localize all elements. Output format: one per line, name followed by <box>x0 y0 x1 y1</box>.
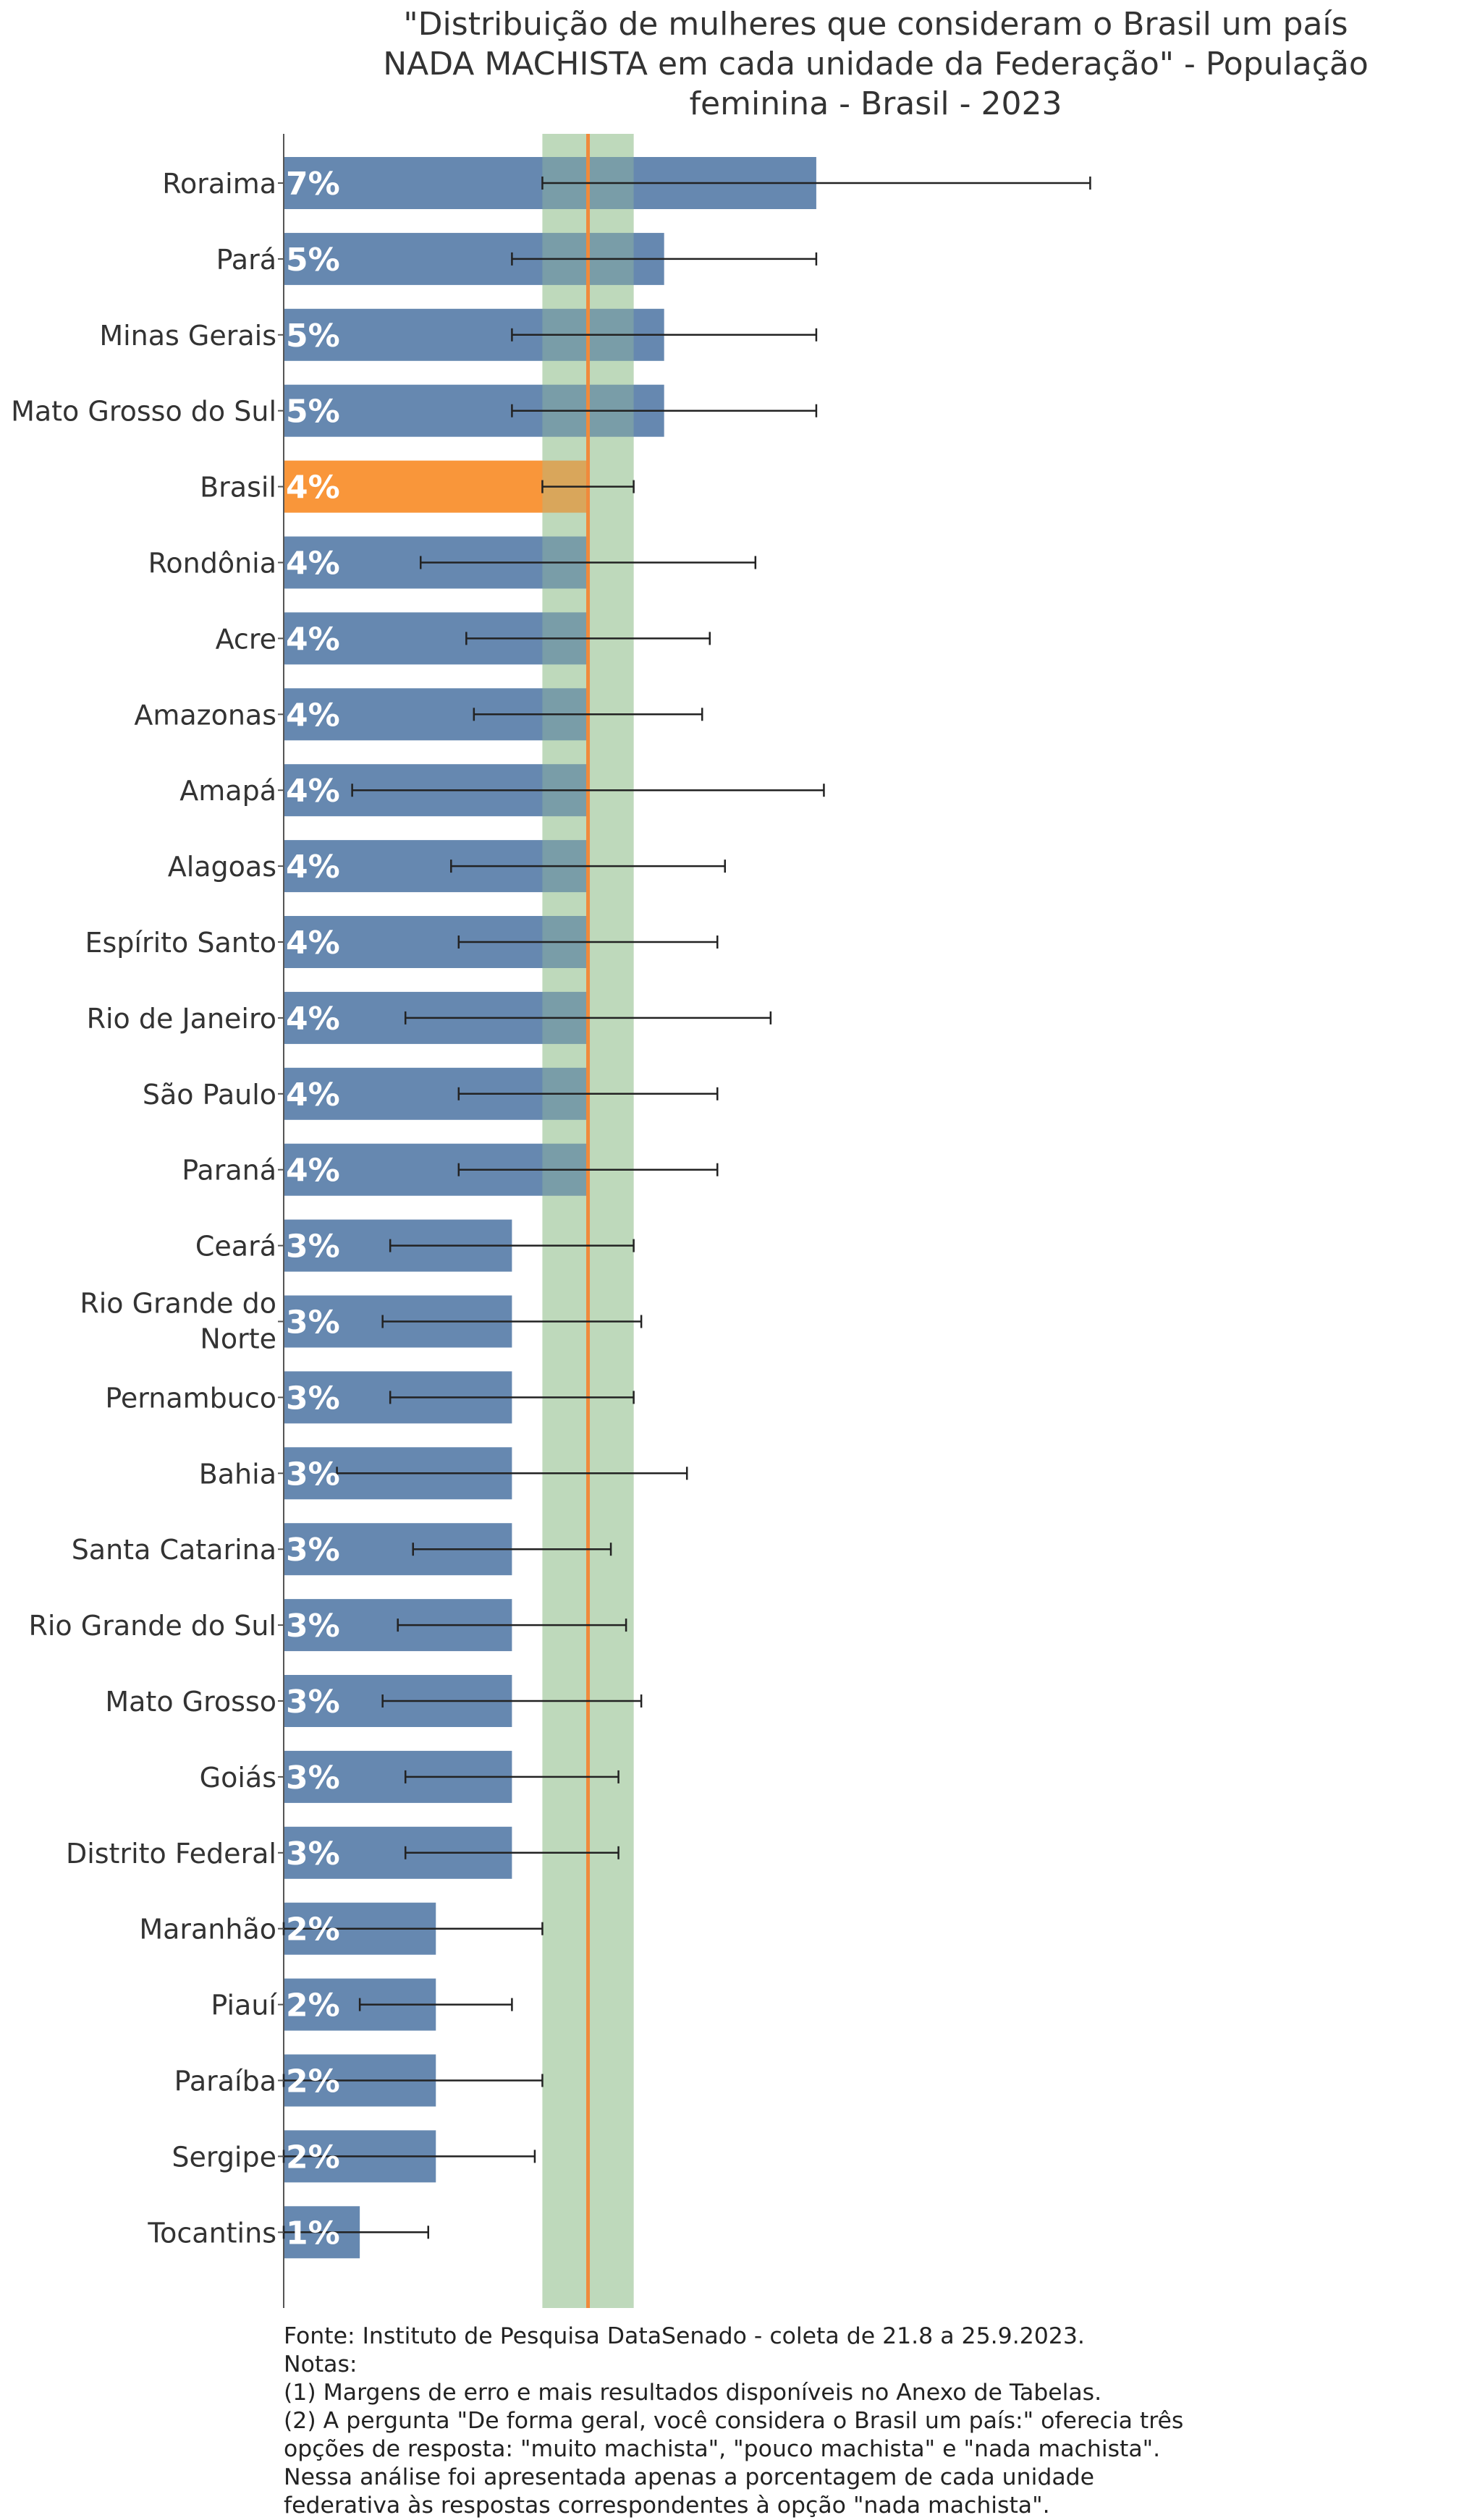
note-2-line-3: Nessa análise foi apresentada apenas a p… <box>284 2464 1095 2490</box>
value-label: 3% <box>286 1760 340 1796</box>
value-label: 1% <box>286 2215 340 2252</box>
category-label: Santa Catarina <box>72 1534 276 1566</box>
category-label: Espírito Santo <box>85 927 276 959</box>
category-label: Mato Grosso <box>105 1686 276 1718</box>
category-label: Rondônia <box>148 548 276 580</box>
chart-footer: Fonte: Instituto de Pesquisa DataSenado … <box>284 2322 1442 2520</box>
value-label: 3% <box>286 1836 340 1872</box>
category-label: Rio de Janeiro <box>87 1003 276 1035</box>
category-label: Brasil <box>200 472 276 504</box>
category-label: Ceará <box>195 1231 276 1263</box>
category-label: Roraima <box>162 168 276 200</box>
category-label: Rio Grande do Sul <box>28 1610 276 1642</box>
value-label: 5% <box>286 242 340 279</box>
category-label: Maranhão <box>139 1914 276 1946</box>
category-label: Rio Grande do Norte <box>80 1288 276 1355</box>
value-label: 4% <box>286 925 340 962</box>
value-label: 3% <box>286 1304 340 1341</box>
value-label: 2% <box>286 2063 340 2100</box>
value-label: 4% <box>286 621 340 658</box>
bar <box>284 460 588 513</box>
value-label: 4% <box>286 1077 340 1113</box>
category-label: Mato Grosso do Sul <box>11 396 276 428</box>
value-label: 3% <box>286 1456 340 1493</box>
value-label: 4% <box>286 546 340 582</box>
chart-title-line-2: NADA MACHISTA em cada unidade da Federaç… <box>383 46 1369 82</box>
category-label: Paraíba <box>174 2066 276 2097</box>
source-note: Fonte: Instituto de Pesquisa DataSenado … <box>284 2323 1085 2349</box>
category-label: Minas Gerais <box>99 320 276 352</box>
category-label: Goiás <box>200 1762 276 1794</box>
category-label-line: Rio Grande do <box>80 1288 276 1320</box>
note-2-line-2: opções de resposta: "muito machista", "p… <box>284 2436 1161 2462</box>
value-label: 4% <box>286 849 340 886</box>
chart-title: "Distribuição de mulheres que consideram… <box>311 4 1440 124</box>
category-label: Paraná <box>182 1155 276 1187</box>
value-label: 3% <box>286 1229 340 1265</box>
category-label: Amazonas <box>134 699 276 731</box>
value-label: 7% <box>286 166 340 203</box>
value-label: 4% <box>286 697 340 734</box>
category-label: São Paulo <box>143 1079 276 1111</box>
category-label: Alagoas <box>168 851 276 883</box>
notes-label: Notas: <box>284 2351 358 2377</box>
value-label: 3% <box>286 1532 340 1569</box>
value-label: 3% <box>286 1608 340 1645</box>
category-label: Tocantins <box>147 2217 276 2249</box>
category-label: Amapá <box>179 775 276 807</box>
value-label: 5% <box>286 394 340 430</box>
category-label: Sergipe <box>172 2141 276 2173</box>
value-label: 4% <box>286 470 340 506</box>
chart-title-line-1: "Distribuição de mulheres que consideram… <box>403 6 1348 43</box>
value-label: 4% <box>286 773 340 810</box>
value-label: 4% <box>286 1153 340 1189</box>
category-label: Pará <box>216 244 276 276</box>
value-label: 2% <box>286 1912 340 1948</box>
bar-chart: 7% 5% 5% 5% 4% 4% 4% 4% 4% 4% 4% 4% 4% 4% 3% 3% 3% 3% 3% 3%… <box>11 134 1091 2308</box>
note-1: (1) Margens de erro e mais resultados di… <box>284 2380 1102 2406</box>
category-label-line: Norte <box>200 1323 276 1355</box>
value-label: 3% <box>286 1684 340 1721</box>
chart-title-line-3: feminina - Brasil - 2023 <box>689 85 1062 122</box>
category-label: Distrito Federal <box>66 1838 276 1870</box>
category-label: Acre <box>216 623 276 655</box>
category-label: Bahia <box>199 1458 276 1490</box>
value-label: 4% <box>286 1001 340 1038</box>
category-label: Piauí <box>211 1990 277 2021</box>
value-label: 3% <box>286 1380 340 1417</box>
note-2-line-4: federativa às respostas correspondentes … <box>284 2493 1050 2519</box>
value-label: 2% <box>286 2139 340 2176</box>
value-label: 2% <box>286 1987 340 2024</box>
value-label: 5% <box>286 318 340 355</box>
note-2-line-1: (2) A pergunta "De forma geral, você con… <box>284 2408 1184 2434</box>
category-label: Pernambuco <box>105 1382 276 1414</box>
